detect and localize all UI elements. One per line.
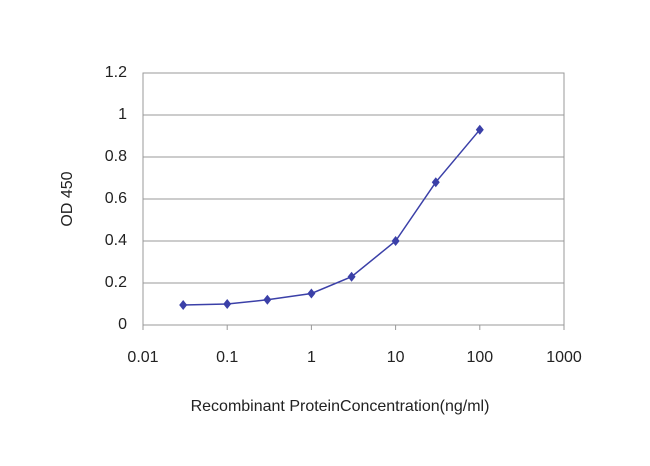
y-axis-label: OD 450 (59, 171, 76, 226)
y-tick-label: 1.2 (105, 64, 127, 81)
series-line (183, 129, 481, 306)
x-tick-label: 0.1 (216, 349, 238, 366)
x-tick-label: 0.01 (127, 349, 158, 366)
marker (223, 299, 232, 309)
marker (347, 271, 356, 282)
x-axis-label: Recombinant ProteinConcentration(ng/ml) (191, 398, 490, 415)
marker (391, 236, 400, 246)
x-tick-label: 1 (307, 349, 316, 366)
marker (263, 294, 272, 305)
y-tick-label: 0.2 (105, 274, 127, 291)
y-tick-label: 0.8 (105, 148, 127, 165)
marker (475, 124, 484, 135)
y-tick-label: 0.6 (105, 190, 127, 207)
x-tick-label: 100 (466, 349, 493, 366)
marker (431, 177, 440, 188)
marker (307, 288, 316, 299)
y-tick-label: 0.4 (105, 232, 127, 249)
y-tick-label: 1 (118, 106, 127, 123)
x-tick-label: 1000 (546, 349, 582, 366)
marker (179, 300, 188, 311)
x-tick-label: 10 (387, 349, 405, 366)
y-tick-label: 0 (118, 316, 127, 333)
